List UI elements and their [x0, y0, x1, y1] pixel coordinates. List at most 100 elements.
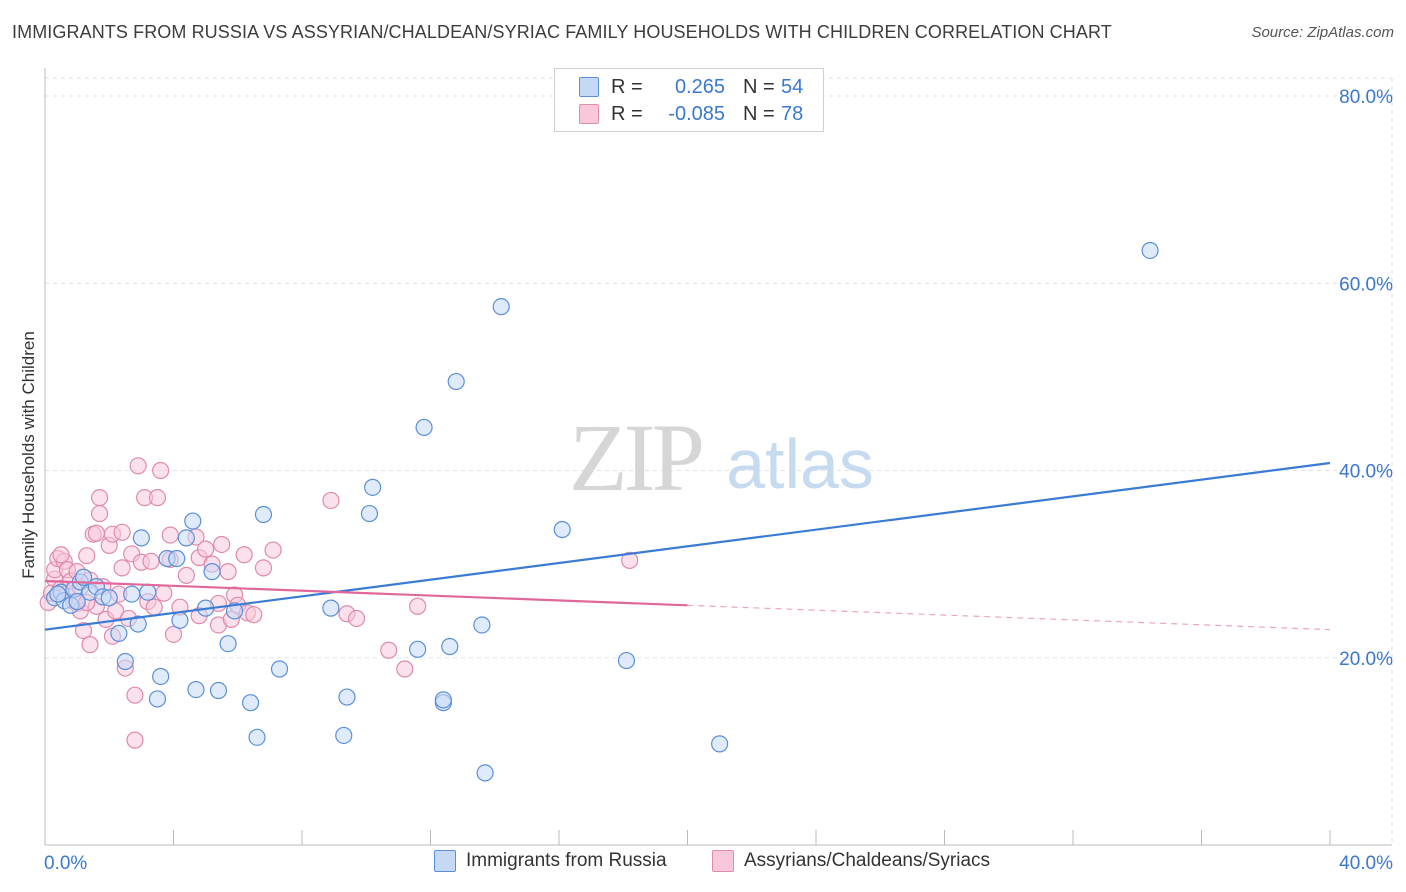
- x-tick-label: 40.0%: [1339, 853, 1393, 874]
- data-point: [91, 504, 109, 523]
- data-point: [409, 597, 427, 615]
- data-point: [492, 298, 510, 316]
- data-point: [254, 559, 273, 577]
- stats-legend: R = 0.265 N = 54 R = -0.085 N = 78: [554, 68, 824, 132]
- data-point: [152, 667, 170, 686]
- data-point: [441, 637, 459, 656]
- legend-n-label: N =: [743, 102, 775, 125]
- data-point: [360, 504, 379, 523]
- data-point: [126, 731, 144, 749]
- trend-lines: [44, 461, 1331, 631]
- data-point: [145, 598, 163, 616]
- data-point: [348, 609, 366, 628]
- data-point: [139, 583, 157, 601]
- data-point: [142, 552, 160, 570]
- data-point: [164, 625, 183, 643]
- legend-swatch-blue: [579, 77, 599, 97]
- data-point: [177, 566, 195, 584]
- legend-n-label: N =: [743, 75, 775, 98]
- data-point: [254, 505, 273, 524]
- axes: [44, 68, 1392, 846]
- series-legend-assyrians: Assyrians/Chaldeans/Syriacs: [712, 850, 990, 872]
- data-point: [338, 688, 356, 706]
- data-point: [711, 735, 729, 753]
- data-point: [617, 651, 636, 670]
- data-point: [68, 592, 86, 611]
- watermark-atlas: atlas: [726, 425, 874, 503]
- legend-swatch-pink: [579, 104, 599, 124]
- data-point: [213, 535, 231, 554]
- watermark-zip: ZIP: [569, 404, 702, 511]
- data-point: [132, 529, 150, 547]
- data-point: [219, 563, 237, 581]
- series-swatch-pink: [712, 850, 734, 872]
- data-point: [209, 681, 228, 700]
- data-point: [1141, 241, 1159, 260]
- series-legend-russia: Immigrants from Russia: [434, 850, 667, 872]
- data-point: [264, 541, 282, 559]
- y-tick-label: 80.0%: [1339, 87, 1393, 108]
- data-point: [126, 686, 144, 704]
- data-point: [74, 621, 93, 640]
- data-point: [621, 551, 639, 569]
- trend-line-solid: [44, 579, 688, 607]
- data-point: [129, 615, 147, 633]
- data-point: [155, 584, 173, 602]
- legend-n-value: 54: [781, 75, 804, 98]
- data-point: [322, 599, 340, 617]
- data-point: [110, 624, 128, 643]
- data-point: [148, 690, 167, 708]
- data-point: [161, 526, 179, 544]
- data-point: [113, 523, 131, 541]
- series-assyrians-points: [39, 457, 639, 749]
- data-point: [81, 636, 99, 654]
- data-point: [248, 728, 266, 746]
- tick-labels: 20.0% 40.0% 60.0% 80.0% 0.0% 40.0%: [44, 87, 1393, 874]
- data-point: [187, 680, 205, 699]
- data-point: [184, 512, 202, 530]
- legend-row-russia: R = 0.265 N = 54: [579, 74, 803, 100]
- legend-row-assyrians: R = -0.085 N = 78: [579, 101, 803, 127]
- trend-line-solid: [44, 461, 1331, 631]
- y-tick-label: 40.0%: [1339, 462, 1393, 483]
- series-swatch-blue: [434, 850, 456, 872]
- data-point: [168, 549, 186, 568]
- data-point: [113, 559, 131, 577]
- legend-r-label: R =: [611, 102, 643, 125]
- data-point: [197, 540, 215, 558]
- data-point: [242, 694, 260, 712]
- data-point: [245, 606, 263, 624]
- gridlines: [45, 77, 1393, 845]
- data-point: [100, 589, 118, 607]
- data-point: [49, 585, 67, 603]
- data-point: [447, 372, 465, 391]
- series-russia-points: [46, 241, 1159, 782]
- series-legend-label: Immigrants from Russia: [466, 850, 667, 871]
- legend-n-value: 78: [781, 102, 804, 125]
- x-tick-label: 0.0%: [44, 853, 87, 874]
- y-axis-label: Family Households with Children: [19, 331, 38, 579]
- data-point: [78, 547, 96, 565]
- data-point: [123, 585, 141, 603]
- data-point: [322, 491, 340, 510]
- data-point: [380, 641, 398, 659]
- data-point: [129, 457, 147, 475]
- series-legend-label: Assyrians/Chaldeans/Syriacs: [744, 850, 991, 871]
- data-point: [116, 652, 134, 671]
- data-point: [553, 520, 571, 539]
- data-point: [235, 546, 253, 564]
- legend-r-label: R =: [611, 75, 643, 98]
- data-point: [434, 691, 452, 709]
- data-point: [225, 602, 244, 620]
- data-point: [219, 635, 237, 653]
- series-legend: Immigrants from Russia Assyrians/Chaldea…: [0, 850, 1406, 878]
- data-point: [476, 764, 494, 782]
- chart-title: IMMIGRANTS FROM RUSSIA VS ASSYRIAN/CHALD…: [12, 22, 1112, 42]
- y-tick-label: 20.0%: [1339, 649, 1393, 670]
- data-point: [203, 563, 221, 581]
- legend-r-value: -0.085: [668, 102, 725, 125]
- source-note: Source: ZipAtlas.com: [1251, 24, 1394, 41]
- data-point: [415, 418, 433, 437]
- data-point: [91, 489, 109, 507]
